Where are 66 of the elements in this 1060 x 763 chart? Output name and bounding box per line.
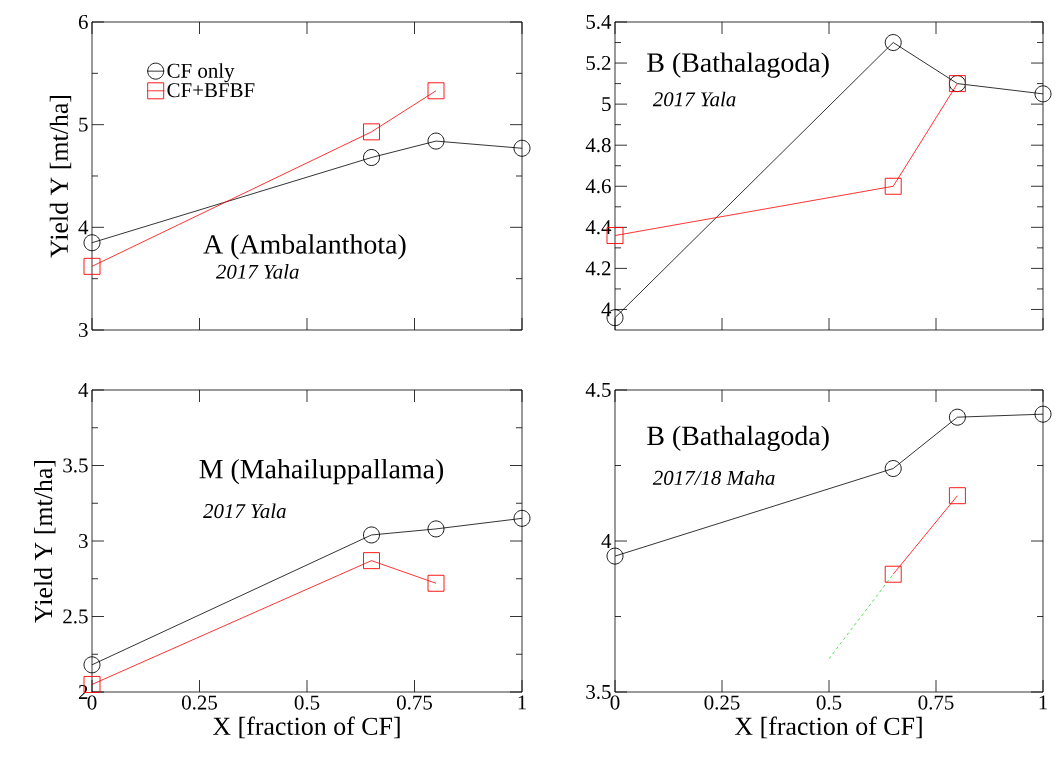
y-tick-label: 4 bbox=[601, 302, 612, 317]
text: 2017/18 Maha bbox=[652, 470, 775, 485]
y-tick-label: 4.5 bbox=[585, 382, 611, 398]
y-axis-title: Yield Y [mt/ha] bbox=[49, 95, 72, 258]
y-tick-label: 4.6 bbox=[585, 179, 611, 194]
y-tick-label: 5.2 bbox=[586, 55, 611, 71]
y-tick-label: 4.8 bbox=[585, 138, 611, 153]
y-tick-label: 3.5 bbox=[63, 458, 88, 473]
point bbox=[884, 565, 902, 583]
point bbox=[427, 520, 445, 538]
point bbox=[363, 552, 380, 570]
y-tick-label: 6 bbox=[78, 14, 88, 30]
x-axis-title: X [fraction of CF] bbox=[212, 716, 400, 739]
y-tick-label: 4 bbox=[78, 220, 89, 235]
y-tick-label: 3 bbox=[79, 322, 88, 338]
point bbox=[513, 509, 531, 527]
point bbox=[83, 257, 101, 275]
point bbox=[427, 574, 445, 592]
point bbox=[83, 656, 101, 674]
y-tick-label: 3.5 bbox=[586, 684, 611, 700]
point bbox=[363, 526, 380, 544]
point bbox=[884, 177, 902, 195]
x-tick-label: 0.5 bbox=[816, 695, 842, 710]
point bbox=[948, 408, 966, 426]
y-tick-label: 4 bbox=[78, 383, 89, 397]
text: 2017 Yala bbox=[215, 264, 299, 279]
legend-label: CF only bbox=[167, 63, 235, 83]
point bbox=[1034, 85, 1052, 103]
text: M (Mahailuppallama) bbox=[199, 458, 444, 485]
x-tick-label: 0 bbox=[87, 695, 97, 710]
y-tick-label: 2.5 bbox=[63, 609, 88, 624]
x-tick-label: 0.75 bbox=[396, 695, 432, 710]
text: 2017 Yala bbox=[203, 503, 286, 519]
point bbox=[884, 34, 902, 51]
point bbox=[513, 139, 531, 157]
text: B (Bathalagoda) bbox=[647, 425, 829, 451]
x-tick-label: 1 bbox=[1039, 695, 1047, 710]
y-tick-label: 5.4 bbox=[586, 14, 612, 30]
y-tick-label: 5 bbox=[602, 97, 611, 112]
x-tick-label: 0.5 bbox=[294, 695, 320, 710]
point bbox=[427, 132, 445, 150]
x-tick-label: 0.25 bbox=[704, 695, 740, 710]
y-tick-label: 4.4 bbox=[585, 220, 612, 235]
point bbox=[606, 547, 624, 565]
text: 2017 Yala bbox=[652, 91, 736, 107]
x-tick-label: 1 bbox=[518, 695, 526, 710]
text: B (Bathalagoda) bbox=[647, 52, 829, 78]
y-tick-label: 2 bbox=[78, 685, 88, 699]
x-tick-label: 0.25 bbox=[181, 695, 217, 710]
legend-label: CF+BFBF bbox=[167, 83, 255, 98]
x-tick-label: 0.75 bbox=[918, 695, 954, 710]
x-tick-label: 0 bbox=[610, 695, 620, 710]
y-tick-label: 4.2 bbox=[585, 261, 611, 276]
text: A (Ambalanthota) bbox=[203, 234, 406, 260]
point bbox=[363, 123, 380, 141]
point bbox=[83, 234, 101, 252]
point bbox=[427, 82, 445, 100]
x-axis-title: X [fraction of CF] bbox=[734, 716, 922, 739]
y-tick-label: 5 bbox=[79, 117, 88, 132]
point bbox=[363, 149, 380, 166]
point bbox=[884, 460, 902, 477]
y-axis-title: Yield Y [mt/ha] bbox=[34, 460, 56, 623]
y-tick-label: 4 bbox=[601, 534, 612, 548]
point bbox=[1034, 405, 1052, 423]
point bbox=[948, 487, 966, 505]
y-tick-label: 3 bbox=[79, 533, 88, 549]
